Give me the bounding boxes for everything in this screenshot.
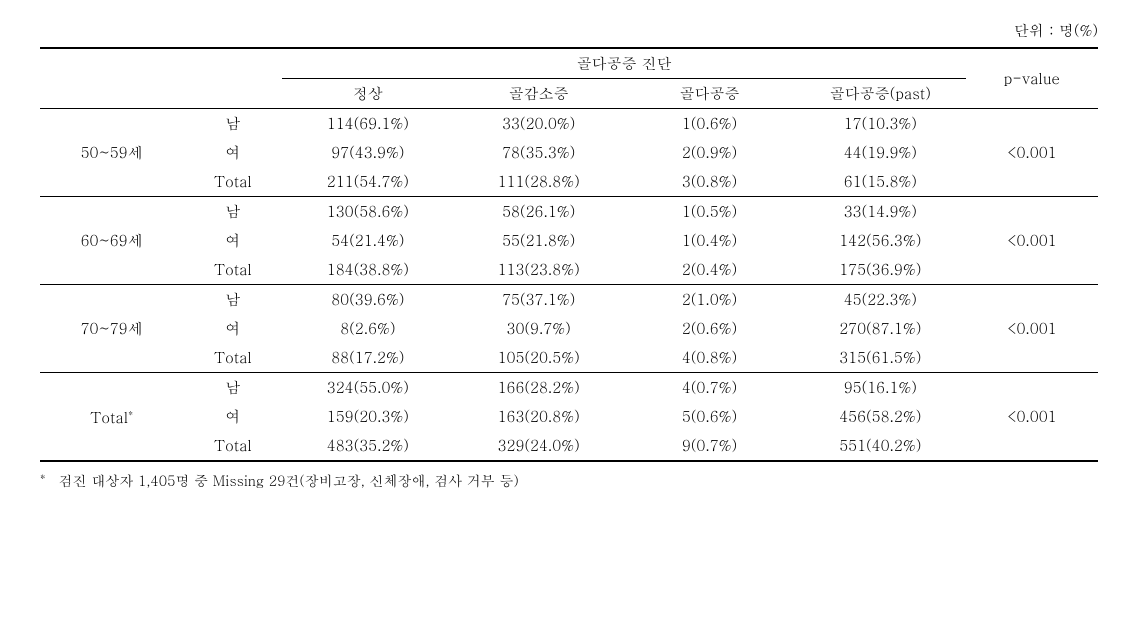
age-group-label: 50~59세 bbox=[40, 109, 183, 197]
age-group-label: 70~79세 bbox=[40, 285, 183, 373]
data-cell: 315(61.5%) bbox=[795, 343, 966, 373]
data-cell: 111(28.8%) bbox=[453, 167, 624, 197]
data-cell: 2(0.4%) bbox=[624, 255, 795, 285]
data-cell: 4(0.7%) bbox=[624, 373, 795, 403]
data-cell: 55(21.8%) bbox=[453, 226, 624, 255]
data-cell: 2(1.0%) bbox=[624, 285, 795, 315]
sex-label: Total bbox=[183, 255, 282, 285]
data-cell: 78(35.3%) bbox=[453, 138, 624, 167]
data-cell: 8(2.6%) bbox=[282, 314, 453, 343]
header-normal: 정상 bbox=[282, 79, 453, 109]
age-group-label: Total* bbox=[40, 373, 183, 462]
data-cell: 142(56.3%) bbox=[795, 226, 966, 255]
data-cell: 33(20.0%) bbox=[453, 109, 624, 139]
sex-label: Total bbox=[183, 431, 282, 461]
header-osteopenia: 골감소증 bbox=[453, 79, 624, 109]
data-cell: 211(54.7%) bbox=[282, 167, 453, 197]
age-group-label: 60~69세 bbox=[40, 197, 183, 285]
data-cell: 17(10.3%) bbox=[795, 109, 966, 139]
sex-label: Total bbox=[183, 343, 282, 373]
data-cell: 270(87.1%) bbox=[795, 314, 966, 343]
data-cell: 329(24.0%) bbox=[453, 431, 624, 461]
data-cell: 33(14.9%) bbox=[795, 197, 966, 227]
data-cell: 5(0.6%) bbox=[624, 402, 795, 431]
data-cell: 483(35.2%) bbox=[282, 431, 453, 461]
header-osteoporosis-past: 골다공증(past) bbox=[795, 79, 966, 109]
data-cell: 551(40.2%) bbox=[795, 431, 966, 461]
sex-label: 남 bbox=[183, 109, 282, 139]
data-cell: 95(16.1%) bbox=[795, 373, 966, 403]
sex-label: 여 bbox=[183, 226, 282, 255]
sex-label: Total bbox=[183, 167, 282, 197]
sex-label: 남 bbox=[183, 373, 282, 403]
data-cell: 166(28.2%) bbox=[453, 373, 624, 403]
data-cell: 80(39.6%) bbox=[282, 285, 453, 315]
data-cell: 1(0.5%) bbox=[624, 197, 795, 227]
pvalue-cell: <0.001 bbox=[966, 197, 1098, 285]
sex-label: 여 bbox=[183, 402, 282, 431]
pvalue-cell: <0.001 bbox=[966, 109, 1098, 197]
data-cell: 184(38.8%) bbox=[282, 255, 453, 285]
data-cell: 3(0.8%) bbox=[624, 167, 795, 197]
data-cell: 159(20.3%) bbox=[282, 402, 453, 431]
footnote-text: 검진 대상자 1,405명 중 Missing 29건(장비고장, 신체장애, … bbox=[59, 470, 519, 490]
data-cell: 54(21.4%) bbox=[282, 226, 453, 255]
sex-label: 남 bbox=[183, 285, 282, 315]
data-cell: 114(69.1%) bbox=[282, 109, 453, 139]
data-cell: 44(19.9%) bbox=[795, 138, 966, 167]
data-cell: 58(26.1%) bbox=[453, 197, 624, 227]
data-cell: 105(20.5%) bbox=[453, 343, 624, 373]
header-blank-age bbox=[40, 48, 183, 109]
unit-label: 단위 : 명(%) bbox=[40, 20, 1098, 41]
footnote: * 검진 대상자 1,405명 중 Missing 29건(장비고장, 신체장애… bbox=[40, 470, 1098, 490]
sex-label: 남 bbox=[183, 197, 282, 227]
sex-label: 여 bbox=[183, 314, 282, 343]
header-blank-sex bbox=[183, 48, 282, 109]
data-cell: 9(0.7%) bbox=[624, 431, 795, 461]
data-cell: 163(20.8%) bbox=[453, 402, 624, 431]
data-cell: 88(17.2%) bbox=[282, 343, 453, 373]
data-cell: 456(58.2%) bbox=[795, 402, 966, 431]
data-cell: 130(58.6%) bbox=[282, 197, 453, 227]
data-cell: 2(0.9%) bbox=[624, 138, 795, 167]
data-cell: 175(36.9%) bbox=[795, 255, 966, 285]
header-diagnosis-group: 골다공증 진단 bbox=[282, 48, 965, 79]
data-cell: 1(0.4%) bbox=[624, 226, 795, 255]
data-cell: 113(23.8%) bbox=[453, 255, 624, 285]
diagnosis-table: 골다공증 진단 p-value 정상 골감소증 골다공증 골다공증(past) … bbox=[40, 47, 1098, 462]
data-cell: 30(9.7%) bbox=[453, 314, 624, 343]
data-cell: 97(43.9%) bbox=[282, 138, 453, 167]
footnote-mark: * bbox=[40, 470, 54, 485]
header-pvalue: p-value bbox=[966, 48, 1098, 109]
data-cell: 61(15.8%) bbox=[795, 167, 966, 197]
pvalue-cell: <0.001 bbox=[966, 373, 1098, 462]
data-cell: 2(0.6%) bbox=[624, 314, 795, 343]
data-cell: 75(37.1%) bbox=[453, 285, 624, 315]
data-cell: 324(55.0%) bbox=[282, 373, 453, 403]
data-cell: 1(0.6%) bbox=[624, 109, 795, 139]
sex-label: 여 bbox=[183, 138, 282, 167]
data-cell: 45(22.3%) bbox=[795, 285, 966, 315]
pvalue-cell: <0.001 bbox=[966, 285, 1098, 373]
data-cell: 4(0.8%) bbox=[624, 343, 795, 373]
header-osteoporosis: 골다공증 bbox=[624, 79, 795, 109]
